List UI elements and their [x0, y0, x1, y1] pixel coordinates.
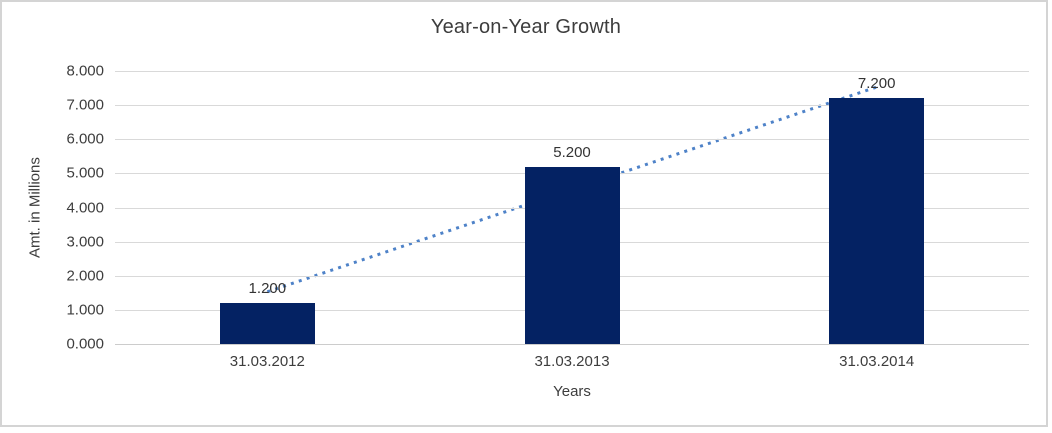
y-tick-label: 1.000	[66, 301, 104, 319]
bar	[219, 303, 315, 344]
y-tick-label: 5.000	[66, 164, 104, 182]
x-axis-line	[115, 344, 1029, 345]
gridline	[115, 105, 1029, 107]
y-tick-label: 0.000	[66, 335, 104, 353]
bar-value-label: 1.200	[248, 280, 287, 298]
y-axis-ticks: 0.000 1.000 2.000 3.000 4.000 5.000 6.000 7.000…	[0, 63, 104, 353]
bar	[829, 98, 925, 344]
plot-area: 1.200 5.200 7.200	[115, 71, 1029, 345]
y-tick-label: 2.000	[66, 267, 104, 285]
x-axis-ticks: 31.03.2012 31.03.2013 31.03.2014	[115, 353, 1029, 373]
gridline	[115, 71, 1029, 72]
bar-value-label: 5.200	[553, 143, 591, 161]
chart-title: Year-on-Year Growth	[430, 16, 622, 38]
y-tick-label: 3.000	[66, 233, 104, 251]
bar	[524, 166, 620, 344]
x-tick-label: 31.03.2014	[839, 353, 915, 370]
y-tick-label: 8.000	[66, 62, 104, 80]
bar-value-label: 7.200	[857, 75, 896, 93]
y-tick-label: 4.000	[66, 199, 104, 216]
y-tick-label: 6.000	[66, 130, 104, 148]
x-tick-label: 31.03.2013	[534, 353, 610, 370]
x-axis-title: Years	[553, 383, 591, 400]
x-tick-label: 31.03.2012	[229, 353, 305, 370]
y-tick-label: 7.000	[66, 96, 104, 114]
gridline	[115, 139, 1029, 141]
